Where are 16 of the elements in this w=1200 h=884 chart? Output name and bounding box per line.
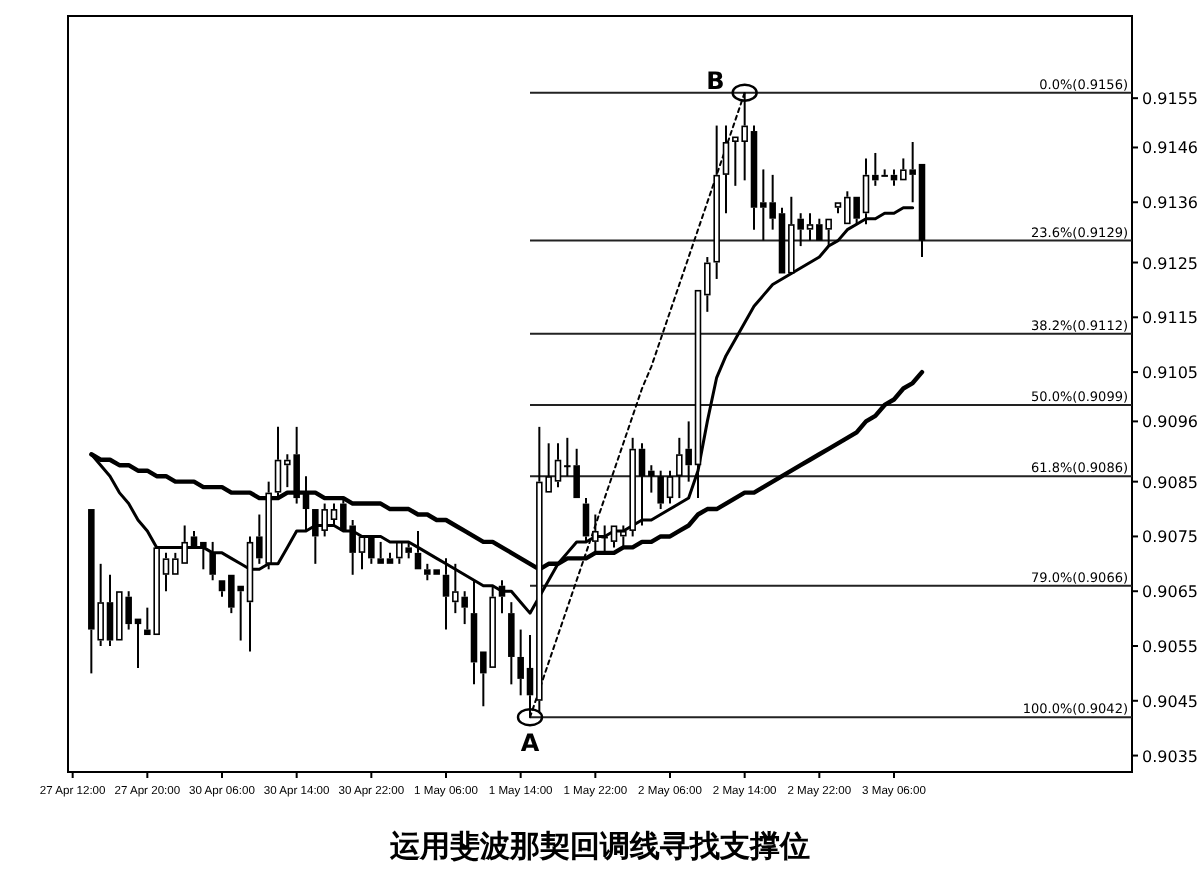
y-tick-label: 0.9045 xyxy=(1142,692,1198,711)
y-tick-label: 0.9155 xyxy=(1142,90,1198,109)
y-tick-label: 0.9096 xyxy=(1142,413,1198,432)
y-tick-label: 0.9085 xyxy=(1142,473,1198,492)
y-tick-label: 0.9146 xyxy=(1142,139,1198,158)
y-tick-label: 0.9136 xyxy=(1142,194,1198,213)
y-tick-label: 0.9105 xyxy=(1142,364,1198,383)
y-tick-label: 0.9035 xyxy=(1142,747,1198,766)
annotation: A xyxy=(520,729,541,758)
y-tick-label: 0.9075 xyxy=(1142,528,1198,547)
text: 运用斐波那契回调线寻找支撑位 xyxy=(388,828,810,864)
y-tick-label: 0.9055 xyxy=(1142,638,1198,656)
y-tick-label: 0.9115 xyxy=(1142,309,1198,328)
y-tick-label: 0.9065 xyxy=(1142,583,1198,602)
y-tick-label: 0.9125 xyxy=(1142,254,1198,273)
annotation: B xyxy=(706,66,725,95)
